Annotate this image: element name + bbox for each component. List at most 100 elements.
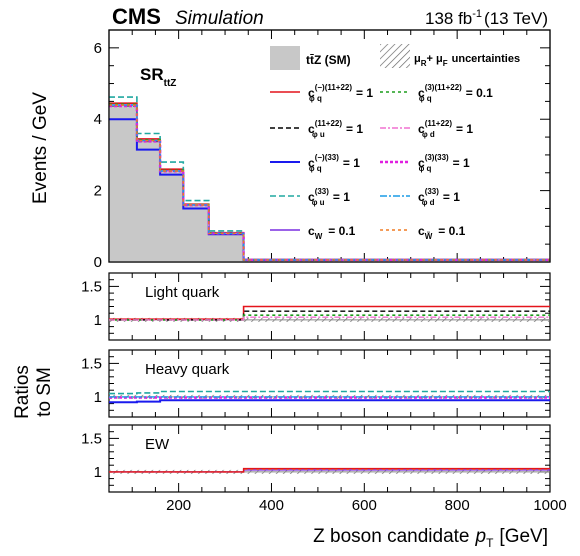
legend-symbol: c [418, 86, 425, 100]
ratio-1-line-cpd_1122 [109, 316, 550, 321]
legend-symbol: c [308, 224, 315, 238]
legend-value: = 0.1 [438, 224, 465, 238]
x-axis-title: Z boson candidate pT [GeV] [313, 526, 548, 550]
main-panel-y-tick-label: 4 [94, 111, 102, 128]
legend-uncertainty-label: μR+ μF uncertainties [414, 53, 520, 68]
x-tick-label: 200 [166, 497, 191, 514]
x-axis-title-var: p [475, 526, 487, 547]
legend-uncertainty-part: μ [414, 53, 421, 65]
chart-layer: 0 2 4 6 1 1.5 Light quark 1 1.5 Heavy quark 1 1.5 20… [81, 29, 567, 514]
lumi-value: 138 fb [425, 9, 472, 28]
ratio-panel-3-y-tick-label: 1 [94, 464, 102, 481]
legend-uncertainty-part: + μ [427, 53, 443, 65]
legend-subscript: W [315, 232, 323, 241]
ratio-panel-3-frame [108, 424, 551, 493]
legend-sm-swatch [270, 46, 300, 70]
legend-label-cpq_3_33: c(3)(33) φ q = 1 [418, 153, 470, 173]
legend-label-cpq_m_33: c(−)(33) φ q = 1 [308, 153, 360, 173]
ratio-panel-1-y-tick-label: 1.5 [81, 278, 102, 295]
legend-symbol: c [418, 190, 425, 204]
legend-superscript: (11+22) [315, 119, 343, 128]
legend-symbol: c [418, 224, 425, 238]
legend-superscript: (3)(11+22) [425, 83, 462, 92]
ratio-1-label: Light quark [145, 284, 220, 301]
energy-value: (13 TeV) [484, 9, 548, 28]
ratio-3-line-cpq_m_1122 [109, 467, 550, 473]
ratio-axis-title-1: Ratios [12, 365, 33, 419]
cms-logo-text: CMS [112, 4, 161, 29]
legend-value: = 1 [343, 156, 360, 170]
main-panel-y-tick-label: 2 [94, 183, 102, 200]
legend-subscript: φ q [309, 164, 322, 173]
legend-value: = 1 [456, 122, 473, 136]
lumi-exponent: -1 [472, 8, 482, 20]
region-label: SRttZ [140, 65, 176, 89]
x-tick-label: 400 [259, 497, 284, 514]
main-panel-y-tick-label: 6 [94, 40, 102, 57]
ratio-2-line-cpq_m_33 [109, 399, 550, 404]
main-panel-y-tick-label: 0 [94, 254, 102, 271]
legend-subscript: φ q [419, 164, 432, 173]
ratio-panel-1-y-tick-label: 1 [94, 312, 102, 329]
legend-value: = 1 [333, 190, 350, 204]
legend-uncertainty-swatch [380, 44, 410, 68]
legend-uncertainty-part: F [443, 59, 448, 68]
legend-value: = 1 [356, 86, 373, 100]
legend-label-cpq_3_1122: c(3)(11+22) φ q = 0.1 [418, 83, 493, 103]
legend-label-cw: cW = 0.1 [308, 224, 356, 241]
legend-superscript: (33) [315, 187, 330, 196]
legend-subscript: W̃ [425, 232, 433, 241]
legend-subscript: φ q [419, 94, 432, 103]
main-panel-frame-top [108, 29, 551, 263]
legend-label-ctw: cW̃ = 0.1 [418, 224, 466, 241]
lumi-label: 138 fb-1 (13 TeV) [425, 8, 548, 28]
x-axis-title-text: Z boson candidate [313, 526, 469, 547]
legend-value: = 1 [443, 190, 460, 204]
region-label-sub: ttZ [164, 78, 177, 89]
ratio-3-label: EW [145, 436, 170, 453]
legend-label-cpu_33: c(33) φ u = 1 [308, 187, 350, 207]
x-tick-label: 800 [445, 497, 470, 514]
x-tick-label: 600 [352, 497, 377, 514]
legend-value: = 0.1 [328, 224, 355, 238]
legend-subscript: φ u [312, 198, 325, 207]
legend-symbol: c [308, 190, 315, 204]
x-axis-title-sub: T [486, 536, 494, 550]
legend-sm-label: tt̄Z (SM) [306, 53, 351, 67]
legend-label-cpu_1122: c(11+22) φ u = 1 [308, 119, 363, 139]
ratio-panel-2-y-tick-label: 1.5 [81, 355, 102, 372]
sm-histogram-fill [109, 105, 550, 262]
ratio-2-line-cpu_33 [109, 390, 550, 395]
legend-symbol: c [418, 156, 425, 170]
legend-uncertainty-part: R [421, 59, 427, 68]
legend-superscript: (33) [425, 187, 440, 196]
legend-label-cpq_m_1122: c(−)(11+22) φ q = 1 [308, 83, 373, 103]
legend-symbol: c [308, 122, 315, 136]
ratio-panel-2-y-tick-label: 1 [94, 389, 102, 406]
ratio-axis-title-2: to SM [34, 367, 55, 417]
legend-label-cpd_33: c(33) φ d = 1 [418, 187, 460, 207]
legend-superscript: (−)(33) [315, 153, 340, 162]
legend-subscript: φ d [422, 130, 435, 139]
legend-subscript: φ q [309, 94, 322, 103]
series-line-ctw [109, 104, 550, 261]
legend-symbol: c [308, 156, 315, 170]
ratio-panel-3-y-tick-label: 1.5 [81, 430, 102, 447]
legend-superscript: (11+22) [425, 119, 453, 128]
legend-uncertainty-part: uncertainties [452, 53, 520, 65]
x-tick-label: 1000 [533, 497, 566, 514]
y-axis-title: Events / GeV [30, 92, 51, 204]
simulation-label: Simulation [175, 8, 264, 29]
legend-value: = 1 [346, 122, 363, 136]
legend-value: = 1 [453, 156, 470, 170]
ratio-1-line-cpq_3_1122 [109, 314, 550, 321]
legend-subscript: φ d [422, 198, 435, 207]
x-axis-title-unit: [GeV] [499, 526, 548, 547]
legend-subscript: φ u [312, 130, 325, 139]
region-label-main: SR [140, 65, 164, 84]
legend-label-cpd_1122: c(11+22) φ d = 1 [418, 119, 473, 139]
legend-superscript: (3)(33) [425, 153, 449, 162]
ratio-2-label: Heavy quark [145, 361, 230, 378]
